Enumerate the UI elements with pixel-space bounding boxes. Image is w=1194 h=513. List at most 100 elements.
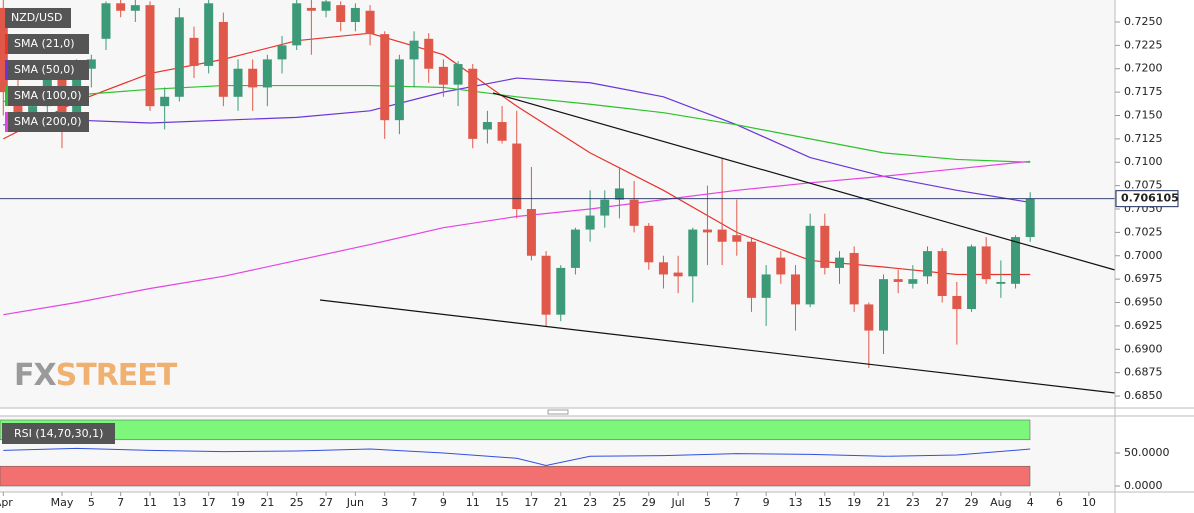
candle-body bbox=[350, 7, 360, 22]
candle-body bbox=[233, 68, 243, 97]
candle-body bbox=[570, 229, 580, 268]
candle-body bbox=[512, 143, 522, 210]
candle-body bbox=[864, 304, 874, 331]
candle-body bbox=[952, 295, 962, 310]
x-tick-label: 27 bbox=[935, 496, 949, 509]
x-tick-label: 19 bbox=[231, 496, 245, 509]
rsi-label: RSI (14,70,30,1) bbox=[14, 427, 103, 440]
y-tick-label: 0.7075 bbox=[1124, 179, 1163, 192]
legend-label: SMA (200,0) bbox=[14, 115, 82, 128]
legend-label: SMA (100,0) bbox=[14, 89, 82, 102]
candle-body bbox=[541, 255, 551, 315]
x-tick-label: 6 bbox=[1056, 496, 1063, 509]
rsi-band bbox=[0, 465, 1031, 487]
candle-body bbox=[585, 215, 595, 230]
y-tick-label: 0.7150 bbox=[1124, 108, 1163, 121]
watermark-street: STREET bbox=[56, 358, 178, 393]
candle-body bbox=[204, 3, 214, 66]
x-tick-label: 4 bbox=[1027, 496, 1034, 509]
trendline bbox=[492, 92, 1116, 271]
x-tick-label: 15 bbox=[818, 496, 832, 509]
y-tick-label: 50.0000 bbox=[1124, 446, 1170, 459]
x-tick-label: 27 bbox=[319, 496, 333, 509]
candle-body bbox=[86, 59, 96, 69]
candle-body bbox=[497, 122, 507, 141]
legend-box bbox=[5, 34, 89, 54]
legend-label: SMA (50,0) bbox=[14, 63, 75, 76]
legend-label: SMA (21,0) bbox=[14, 37, 75, 50]
x-tick-label: 5 bbox=[88, 496, 95, 509]
watermark-fx: FX bbox=[14, 358, 56, 393]
candle-body bbox=[409, 40, 419, 60]
x-tick-label: 29 bbox=[642, 496, 656, 509]
candle-body bbox=[160, 96, 170, 107]
trendline bbox=[319, 299, 1116, 394]
x-tick-label: May bbox=[51, 496, 74, 509]
candle-body bbox=[336, 5, 346, 22]
candle-body bbox=[688, 229, 698, 277]
candle-body bbox=[189, 37, 199, 66]
candle-body bbox=[996, 281, 1006, 284]
legend-swatch bbox=[5, 60, 8, 80]
y-tick-label: 0.7225 bbox=[1124, 38, 1163, 51]
main-panel bbox=[0, 0, 1115, 368]
rsi-line bbox=[3, 447, 1031, 467]
candle-body bbox=[321, 1, 331, 11]
candle-body bbox=[702, 229, 712, 233]
y-tick-label: 0.6900 bbox=[1124, 342, 1163, 355]
candle-body bbox=[746, 241, 756, 298]
candle-body bbox=[644, 225, 654, 263]
candle-body bbox=[981, 246, 991, 280]
candle-body bbox=[732, 235, 742, 242]
legend-box bbox=[5, 86, 89, 106]
rsi-label-box bbox=[2, 423, 115, 444]
y-tick-label: 0.6925 bbox=[1124, 319, 1163, 332]
x-tick-label: 25 bbox=[290, 496, 304, 509]
y-tick-label: 0.7250 bbox=[1124, 15, 1163, 28]
x-tick-label: 10 bbox=[1082, 496, 1096, 509]
x-tick-label: 7 bbox=[411, 496, 418, 509]
y-tick-label: 0.6950 bbox=[1124, 296, 1163, 309]
rsi-band bbox=[0, 419, 1031, 441]
candle-body bbox=[908, 279, 918, 284]
x-tick-label: 5 bbox=[704, 496, 711, 509]
x-tick-label: 13 bbox=[172, 496, 186, 509]
y-tick-label: 0.0000 bbox=[1124, 479, 1163, 492]
candle-body bbox=[482, 122, 492, 130]
legend-swatch bbox=[5, 34, 8, 54]
candle-body bbox=[820, 225, 830, 268]
sma-line bbox=[3, 84, 1031, 163]
candle-body bbox=[438, 66, 448, 85]
legend: NZD/USD SMA (21,0) SMA (50,0) SMA (100,0) S… bbox=[5, 8, 89, 132]
x-tick-label: 15 bbox=[495, 496, 509, 509]
candle-body bbox=[365, 10, 375, 35]
x-tick-label: 23 bbox=[583, 496, 597, 509]
x-tick-label: Apr bbox=[0, 496, 13, 509]
sma-line bbox=[3, 32, 1031, 276]
candle-body bbox=[1011, 237, 1021, 284]
last-price-box bbox=[1115, 190, 1179, 208]
x-tick-label: 11 bbox=[143, 496, 157, 509]
x-tick-label: Aug bbox=[990, 496, 1011, 509]
y-tick-label: 0.7200 bbox=[1124, 62, 1163, 75]
candle-body bbox=[145, 5, 155, 107]
candle-body bbox=[923, 251, 933, 277]
legend-box bbox=[5, 8, 71, 28]
x-tick-label: 3 bbox=[381, 496, 388, 509]
legend-box bbox=[5, 112, 89, 132]
candle-body bbox=[468, 68, 478, 139]
legend-swatch bbox=[5, 86, 8, 106]
candle-body bbox=[776, 257, 786, 275]
x-tick-label: 17 bbox=[202, 496, 216, 509]
candle-body bbox=[130, 5, 140, 11]
resize-handle[interactable] bbox=[547, 409, 569, 415]
x-tick-label: Jul bbox=[670, 496, 684, 509]
x-tick-label: Jun bbox=[346, 496, 364, 509]
y-tick-label: 0.6875 bbox=[1124, 366, 1163, 379]
x-tick-label: 9 bbox=[763, 496, 770, 509]
candle-body bbox=[28, 106, 38, 116]
legend-box bbox=[5, 60, 89, 80]
y-tick-label: 0.7175 bbox=[1124, 85, 1163, 98]
candle-body bbox=[790, 274, 800, 305]
